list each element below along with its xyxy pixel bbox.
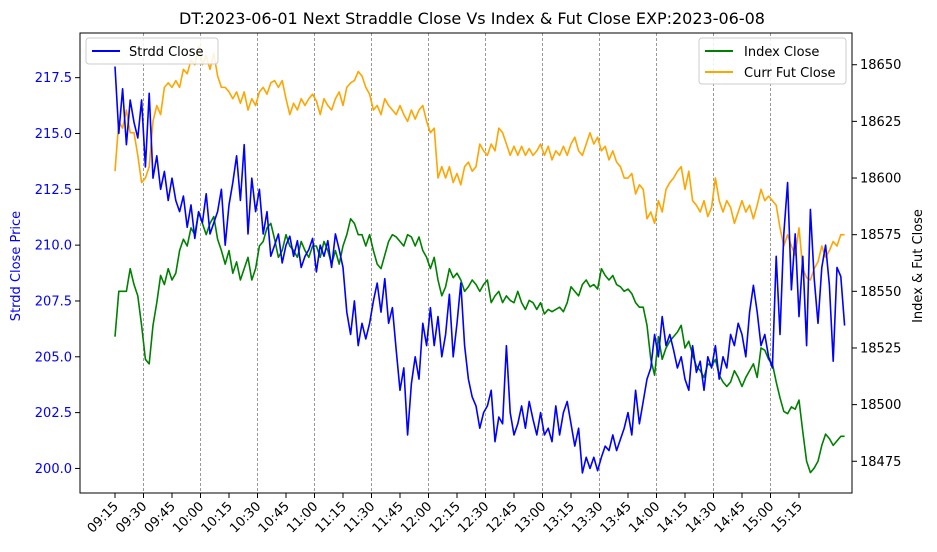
legend-left-box xyxy=(85,37,219,65)
y-axis-left-label: Strdd Close Price xyxy=(9,211,24,321)
legend-right-box xyxy=(698,37,847,85)
y-left-tick-label: 212.5 xyxy=(35,183,72,198)
y-left-tick-label: 200.0 xyxy=(35,462,72,477)
y-axis-right-label: Index & Fut Close xyxy=(911,209,926,323)
y-right-tick-label: 18500 xyxy=(860,398,901,413)
legend-label-index-close: Index Close xyxy=(744,45,819,60)
y-right-tick-label: 18475 xyxy=(860,455,901,470)
y-right-tick-label: 18600 xyxy=(860,172,901,187)
series-line-strdd-close xyxy=(114,66,846,474)
y-left-tick-label: 215.0 xyxy=(35,127,72,142)
y-right-tick-label: 18625 xyxy=(860,115,901,130)
y-left-tick-label: 205.0 xyxy=(35,350,72,365)
y-right-tick-label: 18650 xyxy=(860,58,901,73)
y-right-tick-label: 18550 xyxy=(860,285,901,300)
y-left-tick-label: 202.5 xyxy=(35,406,72,421)
y-right-tick-label: 18525 xyxy=(860,341,901,356)
legend-left: Strdd Close xyxy=(85,37,219,65)
legend-label-curr-fut-close: Curr Fut Close xyxy=(744,66,836,81)
y-left-tick-label: 210.0 xyxy=(35,239,72,254)
chart-title: DT:2023-06-01 Next Straddle Close Vs Ind… xyxy=(179,9,765,28)
y-axis-left-ticks: 200.0 202.5 205.0 207.5 210.0 212.5 215.0 217.5 xyxy=(35,71,80,477)
series-line-index-close xyxy=(114,211,845,474)
y-left-tick-label: 217.5 xyxy=(35,71,72,86)
legend-label-strdd-close: Strdd Close xyxy=(129,45,204,60)
plot-frame xyxy=(79,32,853,494)
y-left-tick-label: 207.5 xyxy=(35,294,72,309)
y-axis-right-ticks: 18475 18500 18525 18550 18575 18600 18625 18650 xyxy=(852,58,901,470)
legend-right: Index Close Curr Fut Close xyxy=(698,37,847,85)
vertical-gridlines xyxy=(143,33,771,493)
series-layer xyxy=(114,45,846,474)
series-line-curr-fut-close xyxy=(114,45,845,281)
y-right-tick-label: 18575 xyxy=(860,228,901,243)
